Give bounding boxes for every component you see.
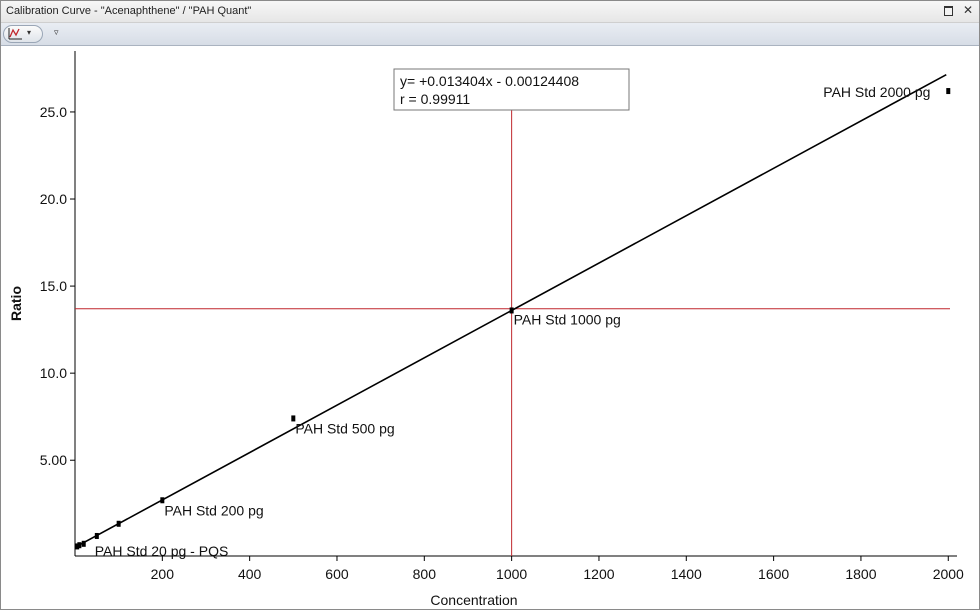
x-tick-label: 1600: [758, 566, 789, 582]
window-title: Calibration Curve - "Acenaphthene" / "PA…: [6, 5, 252, 17]
equation-box: [393, 68, 630, 111]
data-point: [116, 520, 121, 527]
data-point: [946, 88, 951, 95]
x-tick-label: 1800: [845, 566, 876, 582]
close-icon[interactable]: ✕: [962, 3, 974, 17]
x-tick-label: 200: [151, 566, 175, 582]
data-point: [77, 542, 82, 549]
data-point: [509, 307, 514, 314]
x-tick-label: 400: [238, 566, 262, 582]
y-tick-label: 5.00: [40, 452, 67, 468]
point-label: PAH Std 2000 pg: [823, 84, 930, 100]
x-tick-label: 1000: [496, 566, 527, 582]
x-tick-label: 800: [413, 566, 437, 582]
plot-area: 200 400 600 800 1000 1200 1400 1600 1800 2000 5.00…: [1, 46, 979, 609]
calibration-chart: 200 400 600 800 1000 1200 1400 1600 1800 2000 5.00…: [8, 51, 964, 608]
point-label: PAH Std 500 pg: [295, 420, 394, 436]
y-tick-label: 15.0: [40, 278, 67, 294]
toolbar-overflow-icon[interactable]: ▿: [54, 27, 59, 37]
equation-text: y= +0.013404x - 0.00124408: [400, 73, 579, 89]
x-tick-label: 600: [325, 566, 349, 582]
data-point: [94, 532, 99, 539]
calibration-curve-icon: [8, 28, 22, 40]
y-axis-title: Ratio: [8, 286, 24, 321]
data-point: [81, 540, 86, 547]
restore-icon[interactable]: [941, 3, 955, 17]
x-axis-title: Concentration: [430, 592, 517, 608]
title-bar: Calibration Curve - "Acenaphthene" / "PA…: [1, 1, 979, 23]
y-tick-label: 25.0: [40, 104, 67, 120]
point-label: PAH Std 200 pg: [164, 502, 263, 518]
data-point: [160, 497, 165, 504]
x-tick-label: 1200: [583, 566, 614, 582]
data-point: [75, 543, 80, 550]
x-tick-label: 2000: [933, 566, 964, 582]
point-label: PAH Std 1000 pg: [514, 311, 621, 327]
point-label: PAH Std 20 pg - PQS: [95, 543, 229, 559]
correlation-text: r = 0.99911: [400, 91, 470, 107]
data-point: [291, 415, 296, 422]
y-tick-label: 20.0: [40, 191, 67, 207]
chevron-down-icon[interactable]: ▾: [27, 28, 32, 37]
toolbar: ▾ ▿: [1, 23, 979, 46]
x-tick-label: 1400: [671, 566, 702, 582]
calibration-view-button[interactable]: ▾: [3, 25, 43, 43]
y-tick-label: 10.0: [40, 365, 67, 381]
